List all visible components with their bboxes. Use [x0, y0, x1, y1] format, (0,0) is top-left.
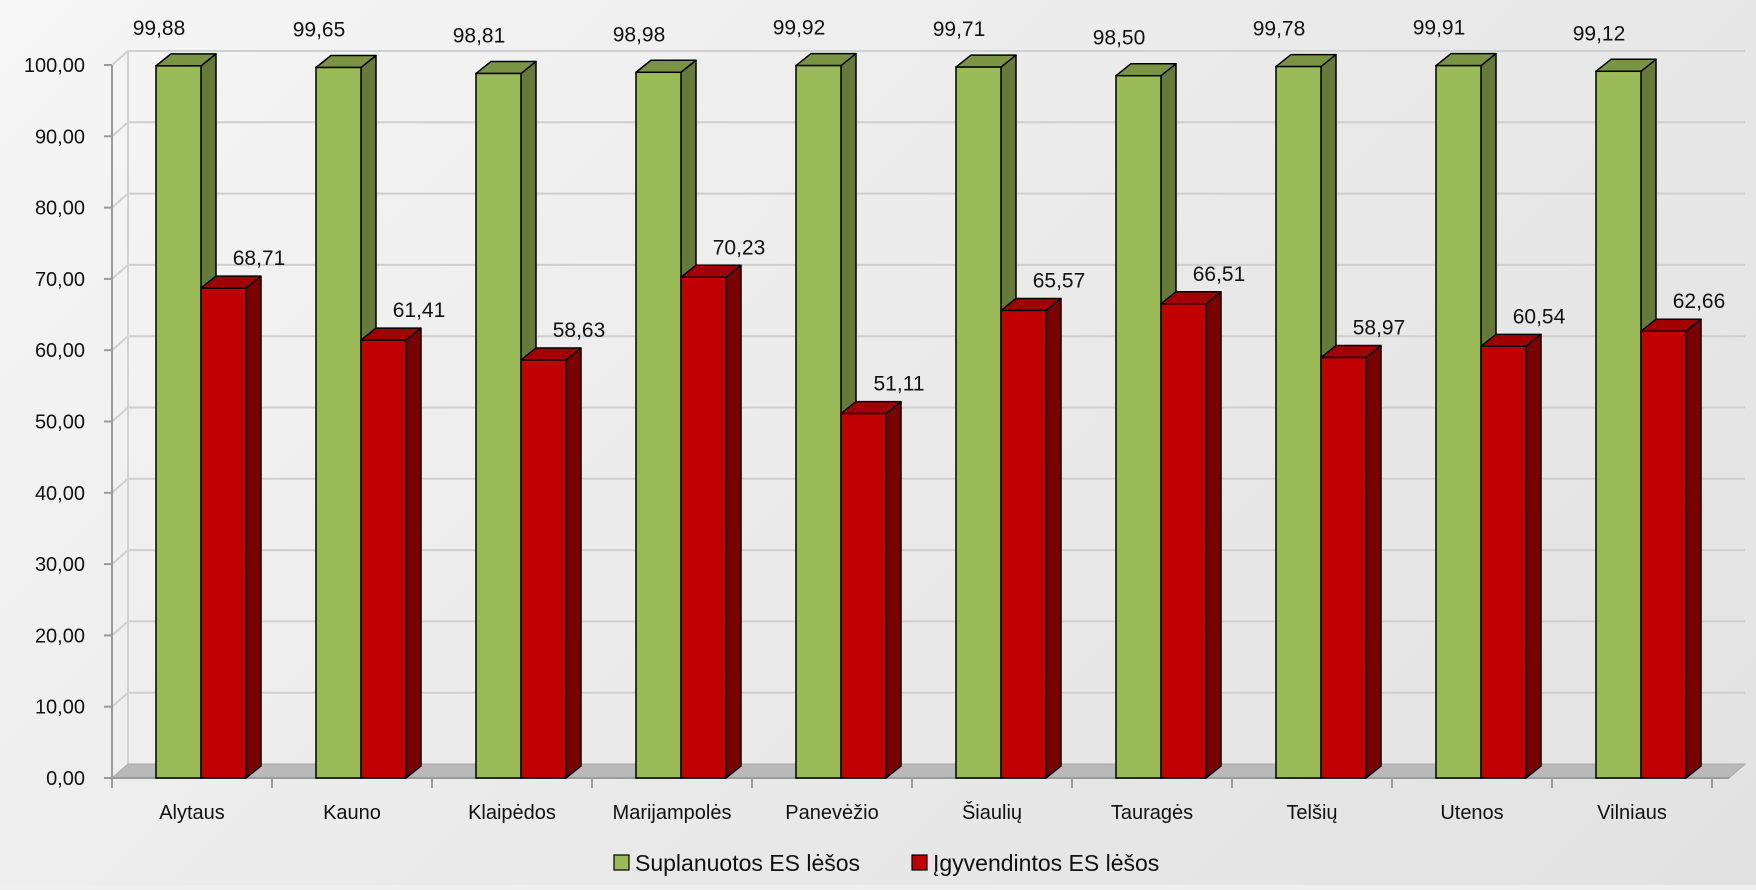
data-label: 99,88: [133, 17, 186, 40]
bar-side: [1685, 318, 1702, 779]
bar-igyvendintos: [1000, 297, 1062, 779]
bar-igyvendintos: [200, 275, 262, 779]
x-category-label: Alytaus: [159, 802, 225, 824]
bar-igyvendintos: [1480, 333, 1542, 779]
data-label: 65,57: [1033, 269, 1086, 292]
data-label: 60,54: [1513, 305, 1566, 328]
bar-igyvendintos: [520, 347, 582, 779]
x-category-label: Marijampolės: [613, 802, 732, 824]
legend-swatch: [613, 854, 630, 871]
data-label: 98,50: [1093, 27, 1146, 50]
bar-igyvendintos: [360, 327, 422, 779]
bar-front: [795, 64, 842, 779]
bar-front: [520, 359, 567, 779]
data-label: 58,63: [553, 319, 606, 342]
bar-side: [245, 275, 262, 779]
y-tick-label: 90,00: [35, 126, 85, 148]
x-category-label: Vilniaus: [1597, 802, 1667, 824]
bar-front: [1275, 65, 1322, 779]
bar-side: [1365, 344, 1382, 779]
bar-front: [955, 66, 1002, 779]
data-label: 61,41: [393, 299, 446, 322]
bar-front: [1595, 70, 1642, 779]
y-tick-label: 10,00: [35, 697, 85, 719]
bar-front: [1000, 309, 1047, 779]
x-category-label: Kauno: [323, 802, 381, 824]
bar-side: [725, 264, 742, 779]
legend-label: Suplanuotos ES lėšos: [635, 850, 860, 876]
y-tick-label: 80,00: [35, 198, 85, 220]
bar-front: [1435, 64, 1482, 779]
bar-igyvendintos: [840, 400, 902, 779]
bar-front: [475, 72, 522, 779]
y-tick-label: 20,00: [35, 625, 85, 647]
bar-side: [1525, 333, 1542, 779]
x-category-label: Klaipėdos: [468, 802, 556, 824]
data-label: 99,78: [1253, 18, 1306, 41]
bars: [155, 52, 1702, 779]
legend-label: Įgyvendintos ES lėšos: [933, 850, 1159, 876]
bar-side: [565, 347, 582, 779]
x-category-label: Šiaulių: [962, 801, 1022, 824]
bar-igyvendintos: [680, 264, 742, 779]
data-label: 99,71: [933, 18, 986, 41]
y-tick-label: 0,00: [46, 768, 85, 790]
x-category-label: Telšių: [1286, 802, 1337, 824]
y-tick-label: 70,00: [35, 269, 85, 291]
bar-suplanuotos: [1275, 53, 1337, 779]
y-tick-label: 40,00: [35, 483, 85, 505]
bar-side: [885, 400, 902, 779]
y-tick-label: 100,00: [24, 55, 85, 77]
bar-igyvendintos: [1320, 344, 1382, 779]
bar-front: [1160, 303, 1207, 779]
x-category-label: Utenos: [1440, 802, 1503, 824]
bar-front: [1640, 330, 1687, 779]
data-label: 66,51: [1193, 263, 1246, 286]
data-labels: 99,88 68,71 99,65 61,41 98,81 58,63 98,98 70,23…: [133, 17, 1726, 396]
bar-front: [315, 66, 362, 779]
data-label: 99,65: [293, 18, 346, 41]
bar-side: [405, 327, 422, 779]
bar-igyvendintos: [1640, 318, 1702, 779]
legend-swatch: [911, 854, 928, 871]
bar-suplanuotos: [955, 54, 1017, 779]
y-tick-label: 60,00: [35, 340, 85, 362]
data-label: 99,92: [773, 17, 826, 40]
data-label: 99,91: [1413, 17, 1466, 40]
bar-front: [155, 65, 202, 779]
data-label: 99,12: [1573, 22, 1626, 45]
data-label: 98,98: [613, 23, 666, 46]
x-category-label: Tauragės: [1111, 802, 1193, 824]
bar-front: [360, 339, 407, 779]
data-label: 70,23: [713, 236, 766, 259]
legend-item: Suplanuotos ES lėšos: [613, 850, 860, 876]
data-label: 51,11: [874, 373, 925, 396]
y-tick-label: 30,00: [35, 554, 85, 576]
bar-front: [635, 71, 682, 779]
bar-front: [1480, 345, 1527, 779]
bar-front: [680, 276, 727, 779]
bar-side: [1205, 291, 1222, 779]
legend: Suplanuotos ES lėšos Įgyvendintos ES lėšo…: [613, 850, 1159, 876]
gridlines: [111, 50, 1745, 764]
bar-front: [1115, 74, 1162, 779]
bar-front: [200, 287, 247, 779]
bar-front: [1320, 356, 1367, 779]
legend-item: Įgyvendintos ES lėšos: [911, 850, 1159, 876]
y-tick-label: 50,00: [35, 412, 85, 434]
data-label: 62,66: [1673, 290, 1726, 313]
data-label: 98,81: [453, 24, 506, 47]
bar-igyvendintos: [1160, 291, 1222, 779]
data-label: 68,71: [233, 247, 286, 270]
x-category-label: Panevėžio: [785, 802, 878, 824]
bar-front: [840, 412, 887, 779]
data-label: 58,97: [1353, 317, 1406, 340]
bar-side: [1045, 297, 1062, 779]
